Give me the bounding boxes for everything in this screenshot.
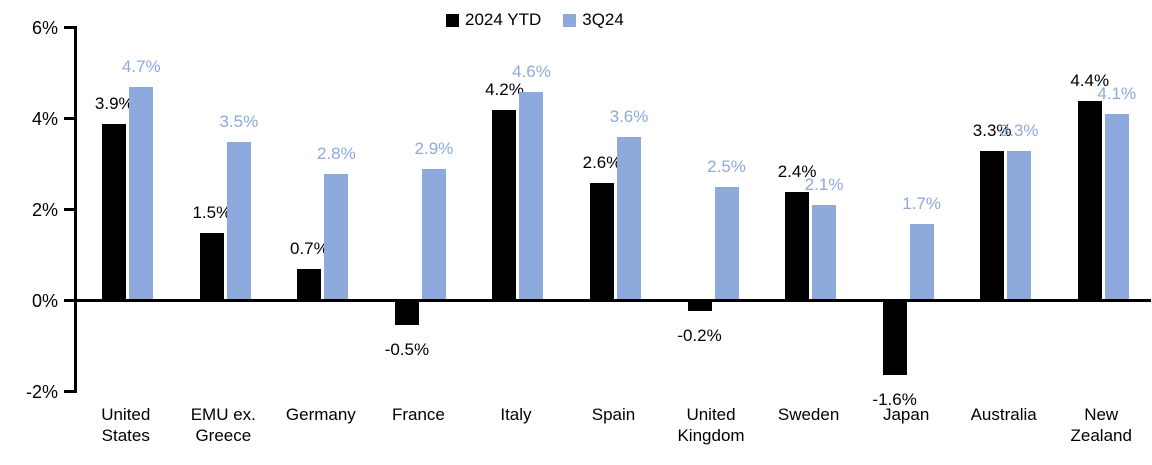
bar-3q24-new-zealand: [1104, 114, 1129, 301]
x-axis-category-label-new-zealand: New Zealand: [1070, 405, 1132, 445]
data-label-2024-ytd-new-zealand: 4.4%: [1070, 70, 1110, 90]
data-label-3q24-united-states: 4.7%: [121, 57, 161, 77]
data-label-3q24-australia: 3.3%: [999, 120, 1039, 140]
data-label-2024-ytd-japan: -1.6%: [872, 389, 917, 409]
bar-2024-ytd-spain: [590, 182, 614, 301]
y-axis-tick-mark: [64, 26, 77, 29]
bar-3q24-france: [421, 169, 446, 301]
bar-3q24-germany: [324, 173, 349, 301]
legend-item-2024-ytd: 2024 YTD: [446, 9, 541, 31]
data-label-2024-ytd-italy: 4.2%: [485, 79, 524, 99]
legend-label-2024-ytd: 2024 YTD: [465, 10, 542, 29]
x-axis-category-label-emu-ex-greece: EMU ex. Greece: [190, 405, 256, 445]
data-label-3q24-new-zealand: 4.1%: [1097, 84, 1137, 104]
data-label-2024-ytd-sweden: 2.4%: [777, 161, 817, 181]
x-axis-category-label-sweden: Sweden: [777, 405, 840, 424]
x-axis-category-label-united-states: United States: [101, 405, 151, 445]
bar-2024-ytd-sweden: [785, 191, 810, 301]
bar-2024-ytd-italy: [492, 109, 517, 301]
y-axis-tick-mark: [64, 117, 77, 120]
data-label-2024-ytd-france: -0.5%: [384, 339, 430, 359]
data-label-3q24-spain: 3.6%: [609, 107, 649, 127]
data-label-3q24-japan: 1.7%: [902, 193, 941, 213]
bar-2024-ytd-japan: [882, 302, 907, 375]
bar-2024-ytd-united-kingdom: [687, 302, 712, 312]
y-axis-tick-mark: [64, 390, 77, 393]
x-axis-category-label-france: France: [391, 405, 445, 424]
bar-3q24-australia: [1007, 150, 1032, 301]
bar-2024-ytd-new-zealand: [1077, 100, 1102, 301]
bar-2024-ytd-france: [394, 302, 419, 325]
y-axis-tick-mark: [64, 299, 77, 302]
data-label-2024-ytd-united-kingdom: -0.2%: [677, 326, 722, 346]
bar-3q24-sweden: [812, 205, 837, 301]
data-label-3q24-united-kingdom: 2.5%: [707, 157, 746, 177]
x-axis-category-label-spain: Spain: [591, 405, 636, 424]
bar-3q24-japan: [909, 223, 934, 301]
data-label-2024-ytd-emu-ex-greece: 1.5%: [192, 202, 232, 222]
x-axis-category-label-united-kingdom: United Kingdom: [677, 405, 745, 445]
legend-swatch-3q24-icon: [563, 13, 577, 27]
data-label-3q24-emu-ex-greece: 3.5%: [219, 111, 259, 131]
bar-2024-ytd-germany: [297, 269, 322, 301]
bar-3q24-italy: [519, 91, 544, 301]
bar-3q24-spain: [617, 137, 641, 301]
bar-2024-ytd-australia: [980, 150, 1005, 301]
chart-legend: 2024 YTD 3Q24: [446, 9, 624, 31]
y-axis-tick-label: -2%: [25, 381, 58, 402]
legend-swatch-2024-ytd-icon: [446, 13, 459, 27]
y-axis-tick-label: 0%: [31, 290, 58, 311]
legend-label-3q24: 3Q24: [582, 10, 624, 29]
bar-3q24-emu-ex-greece: [226, 141, 251, 301]
x-axis-category-label-italy: Italy: [500, 405, 532, 424]
bar-2024-ytd-emu-ex-greece: [199, 232, 224, 301]
x-axis-line: [74, 299, 1151, 302]
data-label-3q24-sweden: 2.1%: [804, 175, 844, 195]
data-label-2024-ytd-germany: 0.7%: [289, 239, 329, 259]
data-label-3q24-france: 2.9%: [414, 139, 454, 159]
data-label-3q24-germany: 2.8%: [316, 143, 356, 163]
data-label-2024-ytd-australia: 3.3%: [972, 120, 1012, 140]
y-axis-tick-label: 2%: [31, 199, 58, 220]
bar-2024-ytd-united-states: [102, 123, 127, 301]
data-label-2024-ytd-spain: 2.6%: [582, 152, 622, 172]
bar-3q24-united-states: [129, 87, 154, 301]
data-label-3q24-italy: 4.6%: [512, 61, 551, 81]
x-axis-category-label-germany: Germany: [285, 405, 356, 424]
y-axis-tick-label: 4%: [31, 108, 58, 129]
y-axis-line: [74, 26, 77, 393]
legend-item-3q24: 3Q24: [563, 9, 624, 31]
x-axis-category-label-japan: Japan: [882, 405, 930, 424]
bar-3q24-united-kingdom: [714, 187, 739, 301]
x-axis-category-label-australia: Australia: [970, 405, 1037, 424]
y-axis-tick-mark: [64, 208, 77, 211]
data-label-2024-ytd-united-states: 3.9%: [94, 93, 134, 113]
y-axis-tick-label: 6%: [31, 17, 58, 38]
